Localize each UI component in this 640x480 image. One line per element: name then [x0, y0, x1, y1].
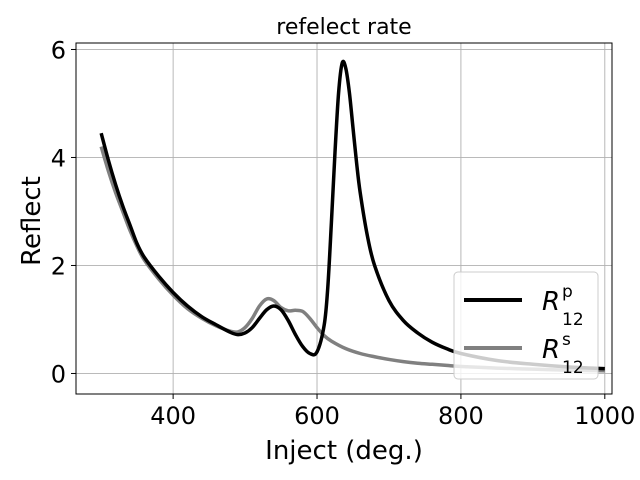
- y-tick-label: 2: [51, 252, 66, 280]
- y-tick-label: 6: [51, 36, 66, 64]
- legend-label-s-sub: 12: [562, 358, 584, 378]
- y-tick-label: 4: [51, 144, 66, 172]
- x-tick-label: 400: [150, 402, 196, 430]
- plot-frame: [75, 42, 613, 395]
- ticks: 400 600 800 1000 0 2 4 6: [51, 36, 636, 430]
- x-tick-label: 1000: [574, 402, 635, 430]
- y-tick-label: 0: [51, 360, 66, 388]
- series-line-p: [99, 59, 605, 371]
- legend-label-p-sup: p: [562, 282, 573, 302]
- x-tick-label: 600: [294, 402, 340, 430]
- legend-label-p-base: R: [542, 287, 560, 317]
- x-tick-label: 800: [438, 402, 484, 430]
- y-axis-label: Reflect: [17, 176, 47, 266]
- grid: [76, 43, 612, 394]
- legend-label-s-base: R: [542, 335, 560, 365]
- chart-title: refelect rate: [276, 15, 411, 40]
- legend-label-p-sub: 12: [562, 310, 584, 330]
- legend-label-s-sup: s: [562, 330, 571, 350]
- x-axis-label: Inject (deg.): [265, 436, 423, 466]
- series-layer: [99, 59, 605, 373]
